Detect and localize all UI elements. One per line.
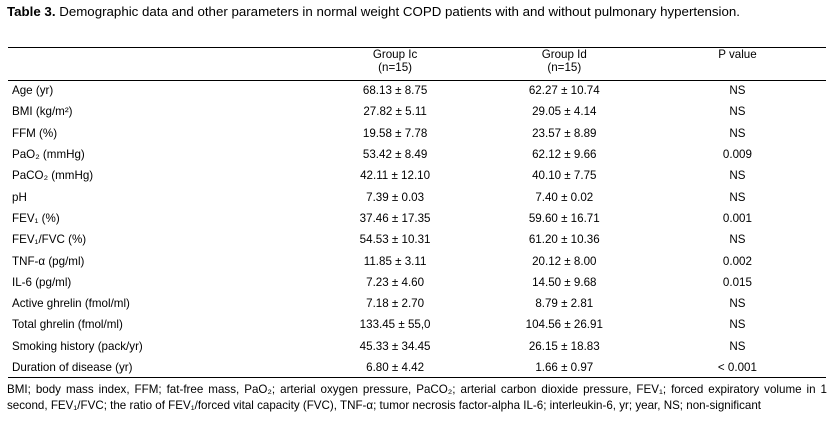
cell-p-value: 0.009 [722,148,752,162]
table-row: Active ghrelin (fmol/ml) 7.18 ± 2.70 8.79 … [8,293,826,314]
cell-parameter: Duration of disease (yr) [12,361,133,374]
header-p-value: P value [649,48,826,80]
cell-group-ic: 7.23 ± 4.60 [366,275,425,289]
cell-parameter: Total ghrelin (fmol/ml) [12,318,123,332]
cell-p-value: NS [729,233,746,247]
cell-group-id: 40.10 ± 7.75 [532,169,597,183]
cell-group-ic: 45.33 ± 34.45 [359,339,431,353]
cell-p-value: NS [729,318,746,332]
cell-p-value: < 0.001 [717,361,757,374]
data-table: Group Ic (n=15) Group Id (n=15) P value Ag… [8,48,826,378]
table-row: FEV₁/FVC (%) 54.53 ± 10.31 61.20 ± 10.36 NS [8,229,826,250]
table-row: TNF-α (pg/ml) 11.85 ± 3.11 20.12 ± 8.00 0.0… [8,250,826,271]
table-row: FFM (%) 19.58 ± 7.78 23.57 ± 8.89 NS [8,123,826,144]
cell-group-id: 14.50 ± 9.68 [532,275,597,289]
table-footnote: BMI; body mass index, FFM; fat-free mass… [7,383,827,412]
bottom-rule [8,377,826,378]
table-caption: Table 3. Demographic data and other para… [7,4,827,20]
cell-parameter: FEV₁ (%) [12,211,60,225]
table-row: PaCO₂ (mmHg) 42.11 ± 12.10 40.10 ± 7.75 NS [8,165,826,186]
cell-group-ic: 11.85 ± 3.11 [363,254,427,268]
cell-parameter: pH [12,190,27,204]
table-row: FEV₁ (%) 37.46 ± 17.35 59.60 ± 16.71 0.001 [8,208,826,229]
cell-group-ic: 68.13 ± 8.75 [362,84,428,98]
cell-parameter: Age (yr) [12,84,54,98]
table-body: Age (yr) 68.13 ± 8.75 62.27 ± 10.74 NS BMI (… [8,80,826,378]
cell-group-ic: 7.18 ± 2.70 [366,297,425,311]
table-row: pH 7.39 ± 0.03 7.40 ± 0.02 NS [8,186,826,207]
cell-parameter: BMI (kg/m²) [12,105,73,119]
cell-group-id: 104.56 ± 26.91 [525,318,603,332]
cell-group-id: 1.66 ± 0.97 [535,361,594,374]
header-group-ic: Group Ic (n=15) [311,48,480,80]
cell-group-ic: 133.45 ± 55,0 [359,318,431,332]
cell-p-value: 0.001 [722,211,752,225]
table-row: PaO₂ (mmHg) 53.42 ± 8.49 62.12 ± 9.66 0.009 [8,144,826,165]
cell-group-ic: 54.53 ± 10.31 [359,233,431,247]
cell-group-id: 59.60 ± 16.71 [528,211,600,225]
table-row: Smoking history (pack/yr) 45.33 ± 34.45 26… [8,336,826,357]
header-group-ic-name: Group Ic [372,48,418,61]
table-row: Age (yr) 68.13 ± 8.75 62.27 ± 10.74 NS [8,80,826,101]
cell-group-id: 29.05 ± 4.14 [532,105,597,119]
cell-parameter: PaCO₂ (mmHg) [12,169,94,183]
cell-group-id: 8.79 ± 2.81 [535,297,594,311]
cell-group-id: 26.15 ± 18.83 [528,339,600,353]
cell-group-ic: 53.42 ± 8.49 [362,148,428,162]
table-row: Total ghrelin (fmol/ml) 133.45 ± 55,0 104.… [8,314,826,335]
cell-group-id: 62.12 ± 9.66 [532,148,597,162]
cell-group-id: 62.27 ± 10.74 [528,84,600,98]
table-row: Duration of disease (yr) 6.80 ± 4.42 1.66 … [8,357,826,378]
cell-p-value: NS [729,105,746,119]
cell-group-ic: 27.82 ± 5.11 [363,105,427,119]
cell-p-value: 0.015 [722,275,752,289]
table-row: IL-6 (pg/ml) 7.23 ± 4.60 14.50 ± 9.68 0.015 [8,272,826,293]
header-parameter [8,48,311,80]
cell-p-value: NS [729,339,746,353]
table-row: BMI (kg/m²) 27.82 ± 5.11 29.05 ± 4.14 NS [8,101,826,122]
header-group-id-name: Group Id [541,48,587,61]
top-rule [8,47,826,48]
cell-group-ic: 19.58 ± 7.78 [362,126,428,140]
cell-parameter: Active ghrelin (fmol/ml) [12,297,130,311]
cell-p-value: 0.002 [722,254,752,268]
cell-parameter: FEV₁/FVC (%) [12,233,87,247]
cell-group-id: 23.57 ± 8.89 [532,126,597,140]
cell-p-value: NS [729,126,746,140]
cell-group-ic: 42.11 ± 12.10 [360,169,431,183]
header-row: Group Ic (n=15) Group Id (n=15) P value [8,48,826,80]
cell-parameter: FFM (%) [12,126,58,140]
cell-p-value: NS [729,84,746,98]
cell-parameter: TNF-α (pg/ml) [12,254,85,268]
cell-parameter: PaO₂ (mmHg) [12,148,85,162]
header-group-id: Group Id (n=15) [480,48,649,80]
caption-text: Demographic data and other parameters in… [59,4,740,19]
header-group-ic-n: (n=15) [378,61,413,74]
header-group-id-n: (n=15) [547,61,582,74]
cell-group-id: 20.12 ± 8.00 [532,254,597,268]
cell-parameter: Smoking history (pack/yr) [12,339,143,353]
cell-group-ic: 7.39 ± 0.03 [366,190,425,204]
cell-p-value: NS [729,169,746,183]
cell-p-value: NS [729,190,746,204]
cell-p-value: NS [729,297,746,311]
header-p-value-name: P value [718,48,757,61]
caption-label: Table 3. [7,4,56,19]
cell-parameter: IL-6 (pg/ml) [12,275,72,289]
cell-group-ic: 6.80 ± 4.42 [366,361,425,374]
cell-group-id: 61.20 ± 10.36 [528,233,600,247]
cell-group-ic: 37.46 ± 17.35 [359,211,431,225]
cell-group-id: 7.40 ± 0.02 [535,190,594,204]
header-rule [8,80,826,81]
